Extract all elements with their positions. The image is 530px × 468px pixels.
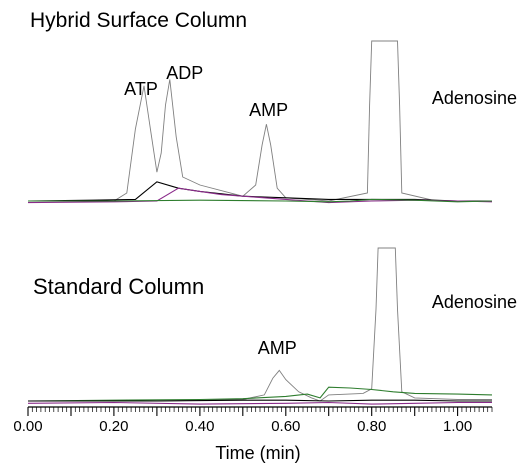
x-axis-tick-labels: 0.00 0.20 0.40 0.60 0.80 1.00 xyxy=(13,418,472,435)
series-line-standard-3 xyxy=(28,399,492,402)
peak-label-atp-hybrid: ATP xyxy=(124,79,158,99)
series-line-standard-4 xyxy=(27,401,492,405)
peak-labels-hybrid: ATP ADP AMP Adenosine xyxy=(124,63,517,120)
peak-label-adp-hybrid: ADP xyxy=(166,63,203,83)
peak-label-adenosine-hybrid: Adenosine xyxy=(432,88,517,108)
x-tick-label: 0.40 xyxy=(185,418,214,435)
x-tick-label: 0.60 xyxy=(271,418,300,435)
peak-label-amp-standard: AMP xyxy=(258,338,297,358)
x-axis-ticks xyxy=(27,407,493,416)
series-line-hybrid-1 xyxy=(28,40,492,202)
x-tick-label: 1.00 xyxy=(443,418,472,435)
x-tick-label: 0.80 xyxy=(357,418,386,435)
x-axis-label: Time (min) xyxy=(215,443,300,463)
series-line-standard-1 xyxy=(28,247,492,402)
series-line-hybrid-4 xyxy=(28,198,493,203)
x-tick-label: 0.00 xyxy=(13,418,42,435)
panel-standard-column: Standard Column AMP Adenosine xyxy=(27,247,517,405)
peak-label-adenosine-standard: Adenosine xyxy=(432,292,517,312)
series-group-hybrid xyxy=(27,40,493,204)
panel-hybrid-surface-column: Hybrid Surface Column ATP ADP AMP Adenosine xyxy=(27,9,517,204)
series-line-standard-2 xyxy=(27,386,493,402)
x-tick-label: 0.20 xyxy=(99,418,128,435)
peak-labels-standard: AMP Adenosine xyxy=(258,292,517,358)
x-axis: 0.00 0.20 0.40 0.60 0.80 1.00 Time (min) xyxy=(13,406,493,463)
panel-title-hybrid: Hybrid Surface Column xyxy=(30,9,247,32)
panel-title-standard: Standard Column xyxy=(33,274,204,299)
peak-label-amp-hybrid: AMP xyxy=(249,100,288,120)
series-group-standard xyxy=(27,247,493,405)
